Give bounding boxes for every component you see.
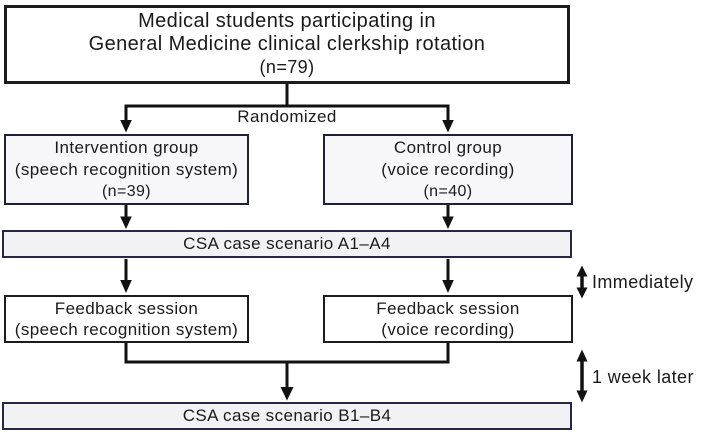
arrow-down-icon bbox=[120, 280, 454, 293]
control-title: Control group bbox=[393, 137, 503, 157]
arrow-down-icon bbox=[280, 387, 294, 401]
feedback-control-subtitle: (voice recording) bbox=[381, 320, 515, 339]
feedback-intervention-box: Feedback session (speech recognition sys… bbox=[4, 295, 249, 343]
double-arrow-immediately-icon bbox=[576, 265, 588, 299]
csa-a-to-feedback-connector bbox=[126, 259, 448, 281]
enrollment-n: (n=79) bbox=[259, 57, 315, 77]
feedback-intervention-subtitle: (speech recognition system) bbox=[14, 320, 239, 339]
csa-scenario-b-box: CSA case scenario B1–B4 bbox=[2, 402, 572, 430]
control-n: (n=40) bbox=[423, 182, 473, 200]
intervention-group-box: Intervention group (speech recognition s… bbox=[4, 134, 249, 205]
enrollment-line1: Medical students participating in bbox=[138, 10, 436, 32]
arrow-down-icon bbox=[120, 216, 454, 229]
feedback-control-title: Feedback session bbox=[376, 299, 520, 318]
feedback-control-box: Feedback session (voice recording) bbox=[323, 295, 573, 343]
one-week-later-label: 1 week later bbox=[592, 367, 694, 387]
enrollment-line2: General Medicine clinical clerkship rota… bbox=[88, 33, 486, 55]
feedback-merge-connector bbox=[125, 343, 450, 388]
csa-scenario-a-box: CSA case scenario A1–A4 bbox=[2, 230, 572, 258]
immediately-label: Immediately bbox=[592, 272, 694, 292]
csa-scenario-a-label: CSA case scenario A1–A4 bbox=[183, 234, 391, 253]
csa-scenario-b-label: CSA case scenario B1–B4 bbox=[182, 406, 392, 425]
intervention-title: Intervention group bbox=[54, 137, 199, 157]
groups-to-csa-a-connector bbox=[126, 205, 448, 218]
intervention-n: (n=39) bbox=[101, 182, 152, 200]
intervention-subtitle: (speech recognition system) bbox=[14, 159, 239, 179]
randomized-label: Randomized bbox=[237, 107, 337, 126]
double-arrow-one-week-icon bbox=[576, 349, 588, 403]
enrollment-box: Medical students participating in Genera… bbox=[4, 5, 570, 84]
feedback-intervention-title: Feedback session bbox=[54, 299, 199, 318]
control-group-box: Control group (voice recording) (n=40) bbox=[323, 134, 573, 205]
control-subtitle: (voice recording) bbox=[381, 159, 515, 179]
